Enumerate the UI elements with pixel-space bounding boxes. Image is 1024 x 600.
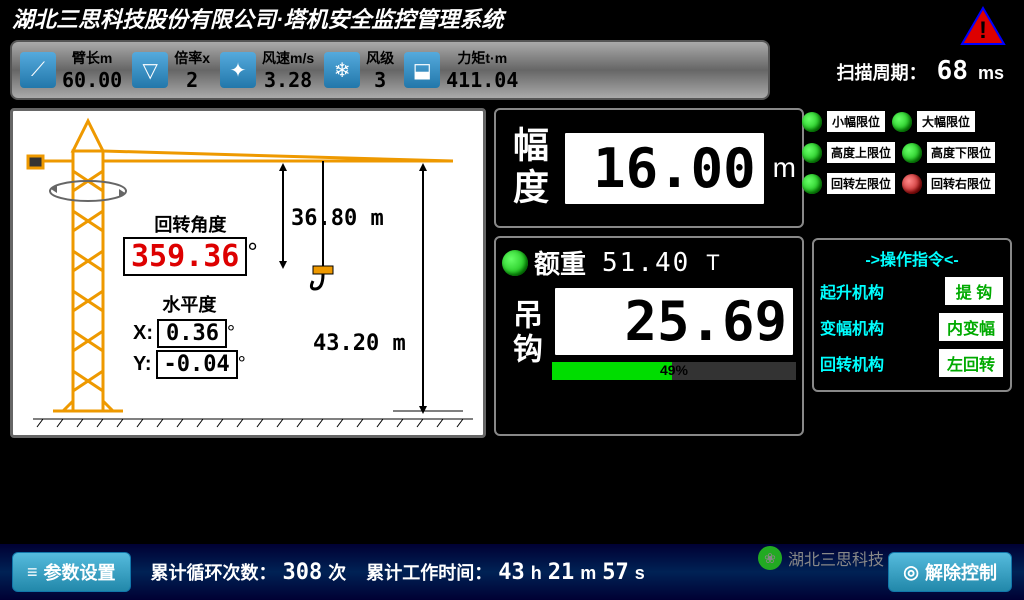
rated-led	[502, 250, 528, 276]
limit-led	[902, 143, 922, 163]
snowflake-icon: ❄	[324, 52, 360, 88]
amplitude-label: 幅度	[502, 126, 554, 210]
limit-led	[802, 174, 822, 194]
param-settings-button[interactable]: ≡ 参数设置	[12, 552, 131, 592]
command-label: 起升机构	[820, 279, 884, 303]
svg-text:!: !	[979, 17, 987, 44]
hook-panel: 额重 51.40 T 吊钩 25.69 49%	[494, 236, 804, 436]
command-value: 内变幅	[938, 312, 1004, 342]
metric-torque: ⬓ 力矩t·m411.04	[404, 48, 518, 92]
hook-label: 吊钩	[502, 299, 546, 367]
metric-windspeed: ✦ 风速m/s3.28	[220, 48, 314, 92]
limit-item: 回转左限位	[802, 172, 896, 195]
dim-height-upper: 36.80 m	[291, 206, 384, 231]
command-label: 变幅机构	[820, 315, 884, 339]
target-icon: ◎	[903, 562, 919, 583]
limit-label: 高度上限位	[826, 141, 896, 164]
limit-item: 高度下限位	[902, 141, 996, 164]
level-x: 0.36	[157, 319, 227, 348]
warning-icon: !	[960, 6, 1006, 46]
limit-label: 高度下限位	[926, 141, 996, 164]
limit-label: 小幅限位	[826, 110, 886, 133]
load-progress: 49%	[552, 362, 796, 380]
limit-panel: 小幅限位 大幅限位高度上限位 高度下限位回转左限位 回转右限位	[802, 110, 1012, 203]
limit-item: 回转右限位	[902, 172, 996, 195]
torque-icon: ⬓	[404, 52, 440, 88]
watermark: ❀ 湖北三思科技	[758, 546, 884, 570]
command-value: 提 钩	[944, 276, 1004, 306]
command-row: 变幅机构 内变幅	[820, 312, 1004, 342]
limit-item: 小幅限位	[802, 110, 886, 133]
metrics-bar: ⟋ 臂长m60.00 ▽ 倍率x2 ✦ 风速m/s3.28 ❄ 风级3 ⬓ 力矩…	[10, 40, 770, 100]
crane-diagram: 回转角度 359.36° 水平度 X:0.36° Y:-0.04° 36.80 …	[10, 108, 486, 438]
limit-label: 回转右限位	[926, 172, 996, 195]
cycle-count: 累计循环次数： 308 次	[151, 559, 347, 585]
amplitude-unit: m	[773, 152, 796, 184]
command-panel: ->操作指令<- 起升机构 提 钩变幅机构 内变幅回转机构 左回转	[812, 238, 1012, 392]
rated-unit: T	[706, 250, 719, 276]
level-title: 水平度	[133, 291, 246, 317]
dim-height-lower: 43.20 m	[313, 331, 406, 356]
limit-item: 高度上限位	[802, 141, 896, 164]
rated-value: 51.40	[602, 248, 690, 278]
limit-label: 大幅限位	[916, 110, 976, 133]
command-row: 起升机构 提 钩	[820, 276, 1004, 306]
rotation-angle-label: 回转角度	[123, 211, 258, 237]
ratio-icon: ▽	[132, 52, 168, 88]
command-row: 回转机构 左回转	[820, 348, 1004, 378]
metric-ratio: ▽ 倍率x2	[132, 48, 210, 92]
command-value: 左回转	[938, 348, 1004, 378]
limit-led	[802, 143, 822, 163]
fan-icon: ✦	[220, 52, 256, 88]
release-control-button[interactable]: ◎ 解除控制	[888, 552, 1012, 592]
hook-value: 25.69	[552, 285, 796, 358]
command-title: ->操作指令<-	[820, 246, 1004, 270]
limit-label: 回转左限位	[826, 172, 896, 195]
amplitude-panel: 幅度 16.00 m	[494, 108, 804, 228]
limit-led	[902, 174, 922, 194]
wechat-icon: ❀	[758, 546, 782, 570]
limit-led	[892, 112, 912, 132]
limit-led	[802, 112, 822, 132]
amplitude-value: 16.00	[562, 130, 767, 207]
level-y: -0.04	[156, 350, 238, 379]
scan-cycle: 扫描周期： 68 ms	[837, 56, 1004, 86]
limit-item: 大幅限位	[892, 110, 976, 133]
command-label: 回转机构	[820, 351, 884, 375]
arm-icon: ⟋	[20, 52, 56, 88]
metric-windlevel: ❄ 风级3	[324, 48, 394, 92]
sliders-icon: ≡	[27, 562, 38, 583]
rotation-angle-value: 359.36	[123, 237, 247, 276]
rated-label: 额重	[534, 244, 586, 281]
work-time: 累计工作时间： 43h 21m 57s	[366, 559, 645, 585]
page-title: 湖北三思科技股份有限公司·塔机安全监控管理系统	[12, 2, 503, 34]
metric-arm: ⟋ 臂长m60.00	[20, 48, 122, 92]
